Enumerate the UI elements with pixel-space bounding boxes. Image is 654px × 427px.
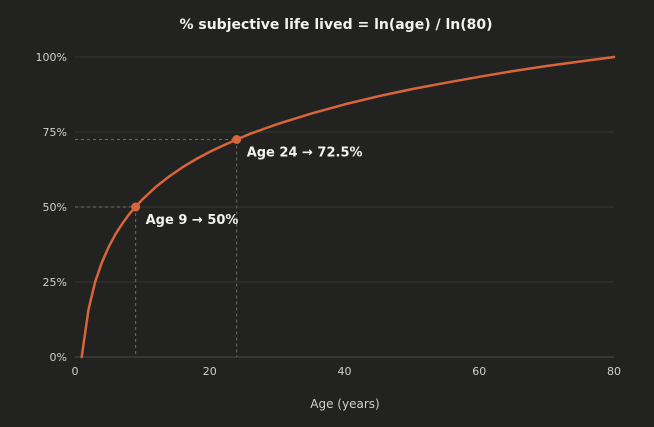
x-tick-label: 80 [607,365,621,378]
annotation-points: Age 9 → 50% Age 24 → 72.5% [131,135,363,228]
x-axis: 0 20 40 60 80 [72,365,622,378]
annotation-label: Age 24 → 72.5% [247,146,363,161]
chart-title: % subjective life lived = ln(age) / ln(8… [179,17,492,33]
y-axis: 0% 25% 50% 75% 100% [36,51,67,364]
annotation-label: Age 9 → 50% [146,213,239,228]
x-tick-label: 20 [203,365,217,378]
x-axis-label: Age (years) [310,397,379,411]
annotation-guides [75,139,238,357]
y-tick-label: 50% [43,201,67,214]
annotation-point [232,135,242,144]
grid [75,56,614,358]
y-tick-label: 100% [36,51,67,64]
x-tick-label: 40 [338,365,352,378]
x-tick-label: 0 [72,365,79,378]
y-tick-label: 25% [43,276,67,289]
series-line [80,55,616,359]
series-layer [80,55,616,359]
y-tick-label: 75% [43,126,67,139]
x-tick-label: 60 [472,365,486,378]
annotation-point [131,202,141,212]
y-tick-label: 0% [50,351,67,364]
